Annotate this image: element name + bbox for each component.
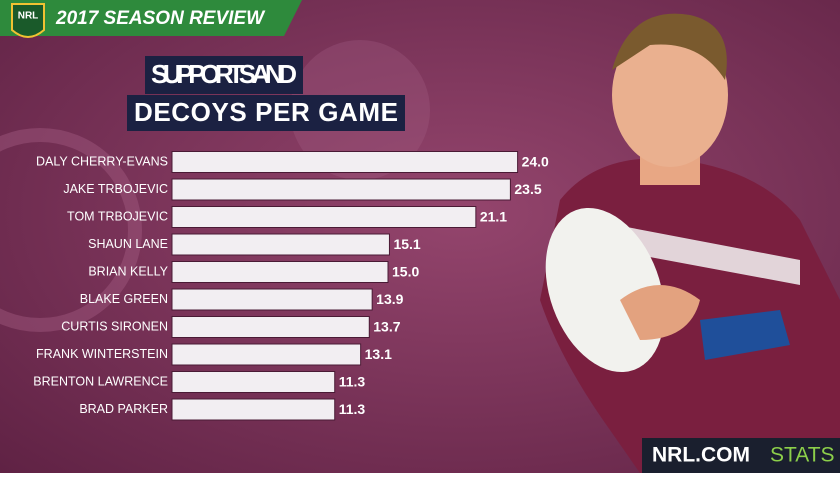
title-box [145,56,303,94]
category-label: BRIAN KELLY [88,264,168,278]
bar [171,178,511,201]
value-label: 13.1 [365,346,392,362]
bar [171,151,519,173]
season-title: 2017 SEASON REVIEW [55,8,266,29]
footer-section: STATS [770,444,835,467]
value-label: 23.5 [514,181,541,197]
footer-brand: NRL.COM [652,444,750,467]
category-label: CURTIS SIRONEN [61,319,168,333]
chart-title: SUPPORTS AND [151,59,297,89]
category-label: BRENTON LAWRENCE [33,374,168,388]
bar [171,316,370,338]
nrl-logo [11,3,45,38]
logo-text: NRL [18,11,39,22]
value-label: 13.7 [373,319,400,335]
plot: DALY CHERRY-EVANS 24.0 JAKE TRBOJEVIC 23.5 T… [33,151,549,421]
bar [171,261,389,283]
footer-box [642,438,840,473]
bar [171,371,336,393]
value-label: 15.1 [393,236,420,252]
category-label: FRANK WINTERSTEIN [36,347,168,361]
value-label: 11.3 [339,374,366,390]
chart-title: DECOYS PER GAME [134,97,398,127]
value-label: 24.0 [522,154,549,170]
category-label: BLAKE GREEN [80,292,168,306]
category-label: SHAUN LANE [88,237,168,251]
value-label: 13.9 [376,291,403,307]
category-label: DALY CHERRY-EVANS [36,154,168,168]
value-label: 15.0 [392,264,419,280]
bar [171,288,373,311]
bar [171,233,390,256]
bar [171,206,477,228]
value-label: 11.3 [339,401,366,417]
bar [171,398,336,421]
bar [171,343,362,366]
player-photo [540,13,840,473]
header-band [0,0,302,36]
category-label: BRAD PARKER [79,402,168,416]
category-label: JAKE TRBOJEVIC [63,182,168,196]
title-box [127,95,405,131]
value-label: 21.1 [480,209,507,225]
crest-watermark [0,128,142,332]
category-label: TOM TRBOJEVIC [67,209,168,223]
